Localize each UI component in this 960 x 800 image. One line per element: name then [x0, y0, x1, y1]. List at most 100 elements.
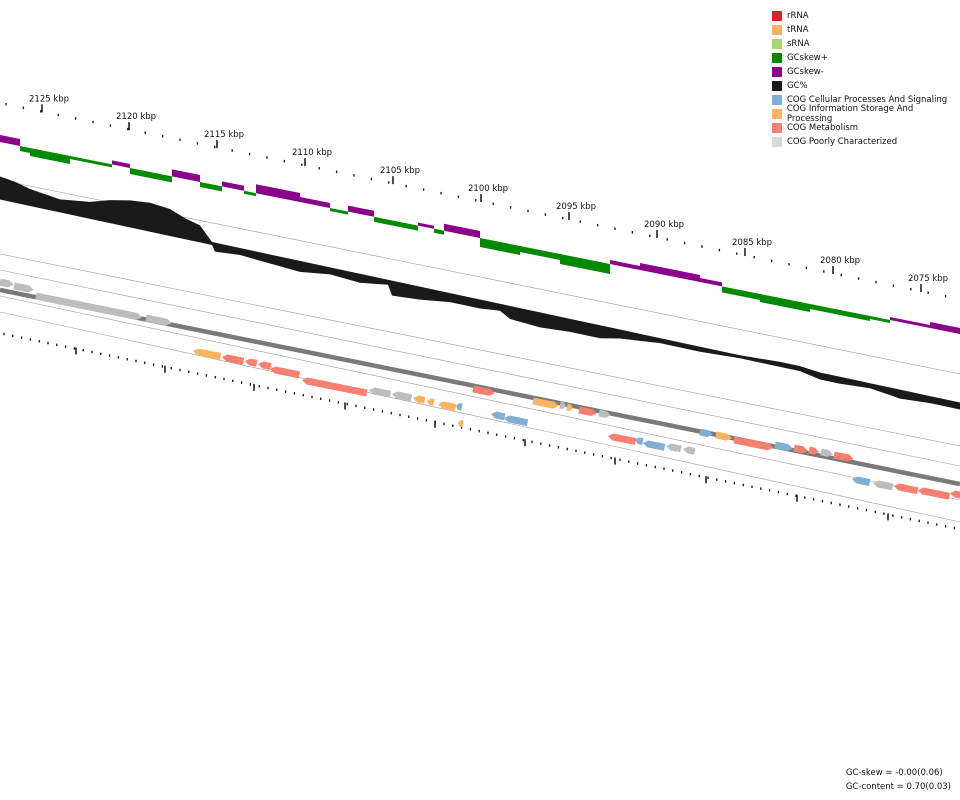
gc-skew-negative	[640, 263, 700, 282]
legend-item-cog-poorly: COG Poorly Characterized	[772, 135, 960, 149]
gene-arrow	[270, 366, 301, 379]
genome-stats: GC-skew = -0.00(0.06) GC-content = 0.70(…	[846, 766, 951, 794]
gc-skew-negative	[300, 197, 330, 208]
legend-label: GCskew-	[787, 67, 824, 77]
guide-line	[0, 269, 960, 467]
gene-arrow	[392, 391, 413, 402]
gene-arrow	[598, 409, 611, 418]
gene-arrow	[873, 480, 894, 491]
legend: rRNA tRNA sRNA GCskew+ GCskew- GC% COG C…	[772, 9, 960, 149]
guide-line	[0, 295, 960, 501]
legend-swatch	[772, 11, 782, 21]
gene-arrow	[427, 398, 435, 406]
legend-swatch	[772, 123, 782, 133]
legend-item-cog-cellular: COG Cellular Processes And Signaling	[772, 93, 960, 107]
gc-skew-positive	[480, 238, 520, 255]
gc-skew-positive	[70, 156, 112, 168]
legend-label: sRNA	[787, 39, 810, 49]
legend-item-gc-percent: GC%	[772, 79, 960, 93]
scale-label: 2100 kbp	[468, 184, 508, 194]
gene-arrow	[438, 401, 457, 411]
legend-label: rRNA	[787, 11, 809, 21]
gc-skew-positive	[870, 316, 890, 323]
gc-content-stat: GC-content = 0.70(0.03)	[845, 782, 951, 792]
lower-scale-ticks	[3, 332, 956, 530]
gc-skew-negative	[222, 181, 244, 191]
guide-line	[0, 253, 960, 447]
legend-item-cog-information: COG Information Storage And Processing	[772, 104, 960, 124]
scale-label: 2120 kbp	[116, 112, 156, 122]
gene-arrow	[245, 358, 258, 367]
track-guides	[0, 179, 960, 523]
gene-arrow	[635, 437, 644, 446]
gene-arrow	[820, 448, 833, 457]
legend-label: COG Information Storage And Processing	[786, 104, 914, 124]
gene-arrow	[715, 431, 732, 441]
gc-content-track	[0, 176, 960, 410]
gene-arrow	[13, 282, 34, 293]
gc-skew-track	[0, 135, 960, 334]
gene-arrow	[0, 278, 14, 288]
gc-skew-negative	[418, 222, 434, 229]
legend-label: COG Cellular Processes And Signaling	[787, 95, 948, 105]
gc-skew-negative	[112, 160, 130, 168]
legend-swatch	[772, 39, 782, 49]
gene-arrow	[532, 397, 559, 409]
scale-label: 2110 kbp	[292, 148, 332, 158]
guide-line	[0, 311, 960, 523]
gene-arrow	[774, 441, 793, 452]
gc-skew-stat: GC-skew = -0.00(0.06)	[845, 768, 943, 778]
gene-arrow	[456, 403, 463, 411]
gene-arrow	[472, 385, 495, 396]
legend-label: GCskew+	[787, 53, 828, 63]
legend-swatch	[772, 25, 782, 35]
scale-label: 2080 kbp	[820, 256, 860, 266]
gene-arrow	[222, 354, 245, 365]
scale-label: 2085 kbp	[732, 238, 772, 248]
legend-swatch	[772, 95, 782, 105]
legend-swatch	[772, 67, 782, 77]
gene-arrow	[894, 483, 919, 495]
gene-arrow	[608, 433, 637, 445]
gene-arrow	[950, 490, 960, 499]
gc-skew-positive	[760, 294, 810, 312]
gene-arrow	[413, 395, 426, 404]
legend-label: COG Metabolism	[787, 123, 859, 133]
scale-label: 2095 kbp	[556, 202, 596, 212]
gc-skew-positive	[722, 286, 760, 300]
gc-skew-positive	[244, 190, 256, 197]
scale-label: 2105 kbp	[380, 166, 420, 176]
gene-arrow	[918, 487, 951, 500]
gene-arrow	[369, 387, 392, 398]
gene-arrow	[699, 428, 713, 438]
gene-arrow	[643, 440, 666, 451]
gene-arrow	[808, 446, 819, 455]
scale-label: 2125 kbp	[29, 94, 69, 104]
gene-arrow	[683, 446, 696, 455]
legend-swatch	[772, 53, 782, 63]
gc-skew-positive	[200, 182, 222, 192]
legend-swatch	[772, 137, 782, 147]
legend-item-gcskew-minus: GCskew-	[772, 65, 960, 79]
gene-arrow	[35, 292, 142, 320]
gc-skew-negative	[444, 223, 480, 238]
scale-labels: 2125 kbp 2120 kbp 2115 kbp 2110 kbp 2105 kbp…	[29, 94, 948, 284]
gene-arrow	[193, 348, 222, 360]
legend-item-gcskew-plus: GCskew+	[772, 51, 960, 65]
legend-item-trna: tRNA	[772, 23, 960, 37]
gc-skew-positive	[20, 146, 30, 153]
gene-arrow	[302, 377, 368, 397]
legend-label: tRNA	[787, 25, 809, 35]
gene-arrow	[852, 476, 871, 486]
gc-skew-negative	[256, 184, 300, 202]
gc-skew-positive	[330, 208, 348, 215]
legend-label: GC%	[787, 81, 808, 91]
gc-skew-positive	[374, 216, 418, 231]
legend-label: COG Poorly Characterized	[787, 137, 898, 147]
gene-arrow	[504, 415, 529, 427]
gc-skew-negative	[700, 278, 722, 287]
gene-features	[0, 278, 960, 500]
gene-arrow	[677, 444, 682, 453]
upper-scale-ticks	[5, 103, 947, 298]
